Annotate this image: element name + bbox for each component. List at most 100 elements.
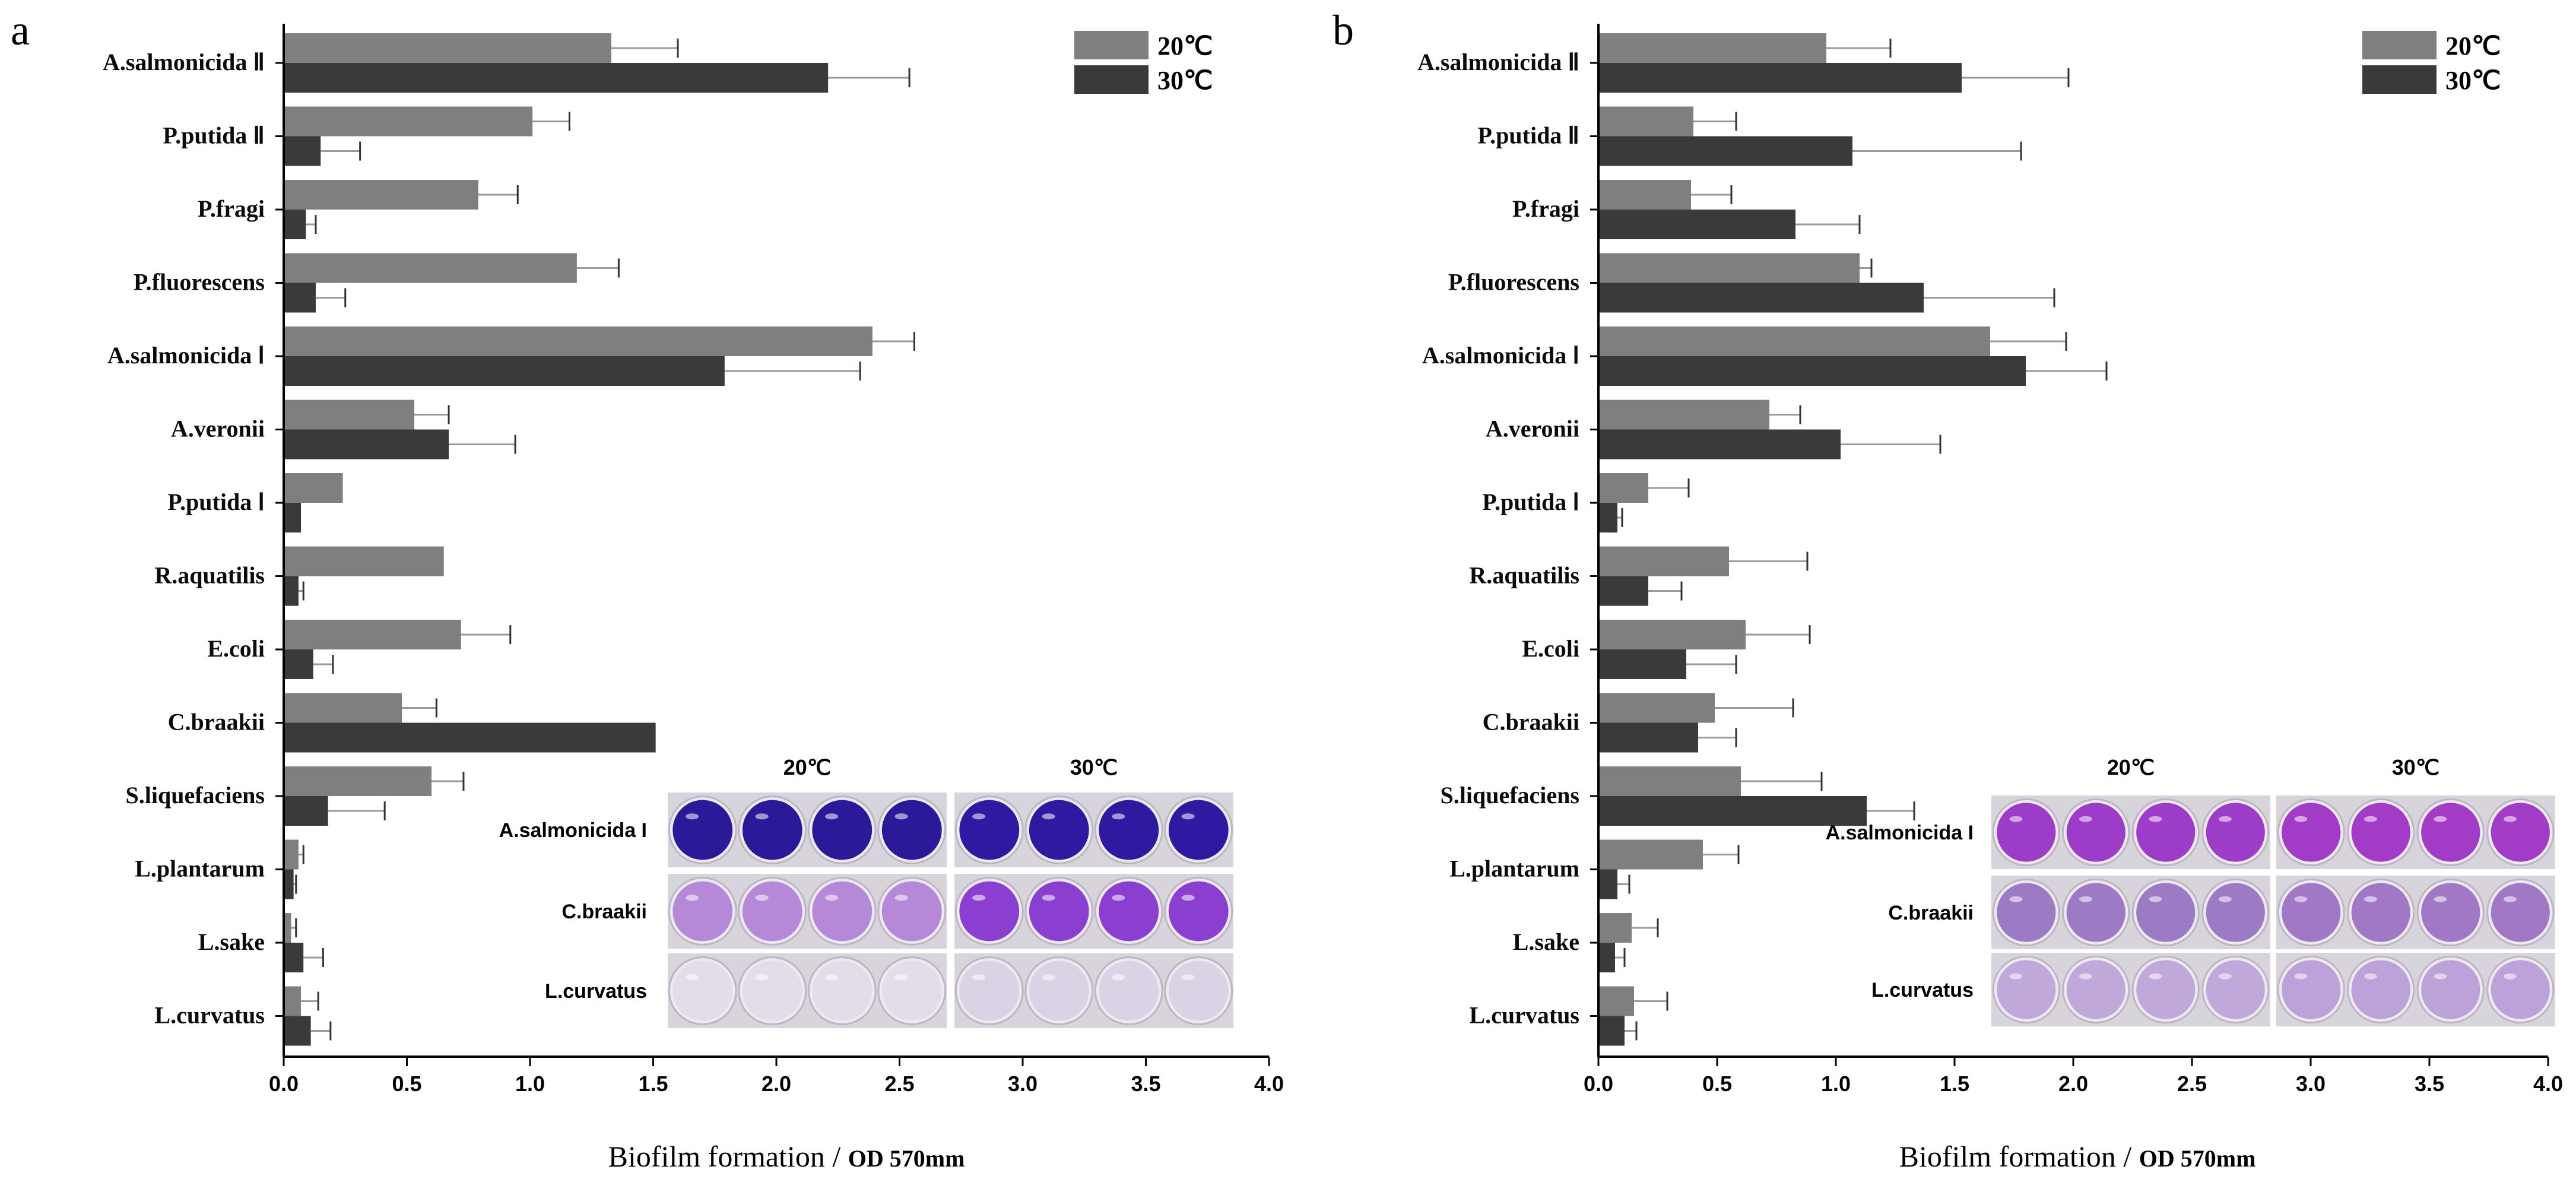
well-highlight bbox=[825, 813, 839, 820]
well-highlight bbox=[894, 813, 908, 820]
bar-a-5-1 bbox=[284, 429, 449, 459]
plate-photo-2-1 bbox=[2276, 953, 2555, 1026]
x-tick-label: 0.0 bbox=[269, 1072, 299, 1096]
well-highlight bbox=[894, 895, 908, 901]
category-label: E.coli bbox=[1522, 635, 1579, 662]
bar-b-4-1 bbox=[1598, 356, 2026, 386]
x-axis-label-unit: OD 570mm bbox=[848, 1145, 965, 1172]
well-highlight bbox=[2149, 973, 2162, 980]
plate-photo-1-1 bbox=[2276, 876, 2555, 949]
well-highlight bbox=[1112, 813, 1125, 820]
bar-b-2-0 bbox=[1598, 180, 1691, 210]
well bbox=[2136, 803, 2196, 862]
well bbox=[1029, 881, 1089, 942]
x-axis-label: Biofilm formation / OD 570mm bbox=[1899, 1140, 2256, 1173]
bar-a-3-1 bbox=[284, 283, 316, 313]
legend-label: 20℃ bbox=[2445, 31, 2501, 61]
bar-a-0-0 bbox=[284, 33, 611, 63]
x-tick-label: 4.0 bbox=[2533, 1072, 2563, 1096]
category-label: P.fragi bbox=[1512, 195, 1579, 222]
well-highlight bbox=[825, 895, 839, 901]
category-label: L.curvatus bbox=[154, 1002, 265, 1029]
well bbox=[812, 961, 873, 1021]
well bbox=[2282, 883, 2341, 942]
well-highlight bbox=[2218, 973, 2232, 980]
well-highlight bbox=[894, 974, 908, 981]
inset-row-label: L.curvatus bbox=[545, 980, 647, 1003]
well bbox=[2421, 803, 2480, 862]
well-highlight bbox=[2009, 896, 2023, 902]
well-highlight bbox=[2434, 816, 2447, 822]
chart-panel-a: a A.salmonicida Ⅱ P.putida Ⅱ P.fragi P.fluor… bbox=[11, 7, 1284, 1173]
legend-swatch-1 bbox=[2362, 65, 2437, 94]
bar-b-7-1 bbox=[1598, 576, 1648, 606]
well bbox=[1029, 800, 1089, 860]
well bbox=[1997, 803, 2056, 862]
x-axis-label-main: Biofilm formation bbox=[1899, 1140, 2116, 1173]
well bbox=[881, 961, 942, 1021]
bar-b-5-0 bbox=[1598, 400, 1769, 430]
well bbox=[2421, 960, 2480, 1019]
category-label: P.putida Ⅰ bbox=[1482, 489, 1579, 515]
well bbox=[2421, 883, 2480, 942]
bar-b-11-0 bbox=[1598, 839, 1703, 870]
category-label: A.salmonicida Ⅰ bbox=[107, 342, 265, 369]
category-label: C.braakii bbox=[1483, 709, 1579, 736]
well-highlight bbox=[1112, 974, 1125, 981]
bar-b-4-0 bbox=[1598, 327, 1990, 356]
x-tick-label: 3.0 bbox=[1008, 1072, 1038, 1096]
bar-b-11-1 bbox=[1598, 869, 1617, 899]
bar-a-2-1 bbox=[284, 210, 306, 239]
bar-b-1-1 bbox=[1598, 136, 1852, 166]
x-tick-label: 0.5 bbox=[1702, 1072, 1732, 1096]
bar-b-10-1 bbox=[1598, 796, 1867, 826]
category-label: R.aquatilis bbox=[154, 562, 265, 589]
well bbox=[1029, 961, 1089, 1021]
category-label: S.liquefaciens bbox=[126, 782, 265, 809]
x-axis-label-sep: / bbox=[2116, 1140, 2139, 1173]
bar-a-10-0 bbox=[284, 766, 432, 796]
category-label: A.salmonicida Ⅱ bbox=[1417, 49, 1579, 75]
category-label: P.fragi bbox=[198, 195, 265, 222]
well bbox=[1099, 961, 1159, 1021]
bar-a-5-0 bbox=[284, 400, 414, 430]
bar-b-6-1 bbox=[1598, 503, 1617, 532]
well bbox=[959, 800, 1020, 860]
plate-photo-1-0 bbox=[1991, 876, 2270, 949]
x-tick-label: 1.0 bbox=[1821, 1072, 1851, 1096]
well bbox=[2066, 960, 2125, 1019]
x-tick-label: 1.5 bbox=[1940, 1072, 1969, 1096]
well-highlight bbox=[2009, 973, 2023, 980]
well bbox=[1168, 961, 1229, 1021]
well-highlight bbox=[755, 813, 769, 820]
category-label: L.sake bbox=[198, 928, 265, 955]
well-highlight bbox=[2009, 816, 2023, 822]
category-label: P.fluorescens bbox=[134, 269, 265, 296]
well bbox=[2491, 960, 2550, 1019]
bar-b-5-1 bbox=[1598, 429, 1841, 459]
well bbox=[2206, 883, 2265, 942]
well bbox=[2351, 960, 2410, 1019]
bar-b-12-1 bbox=[1598, 943, 1615, 972]
well-highlight bbox=[2364, 896, 2377, 902]
bar-b-1-0 bbox=[1598, 106, 1693, 137]
well bbox=[1099, 800, 1159, 860]
well-highlight bbox=[2079, 816, 2092, 822]
x-tick-label: 2.0 bbox=[762, 1072, 791, 1096]
well-highlight bbox=[2503, 896, 2517, 902]
x-tick-label: 2.5 bbox=[2177, 1072, 2207, 1096]
category-label: L.plantarum bbox=[135, 855, 265, 882]
well bbox=[672, 881, 733, 942]
bar-a-0-1 bbox=[284, 63, 829, 93]
legend-label: 30℃ bbox=[2445, 66, 2501, 95]
bar-b-0-1 bbox=[1598, 63, 1962, 93]
bar-b-7-0 bbox=[1598, 546, 1729, 576]
well-highlight bbox=[2294, 973, 2308, 980]
x-axis-label-main: Biofilm formation bbox=[608, 1140, 825, 1173]
category-label: R.aquatilis bbox=[1469, 562, 1579, 589]
well-highlight bbox=[1112, 895, 1125, 901]
bar-a-6-0 bbox=[284, 473, 343, 503]
well bbox=[2351, 803, 2410, 862]
category-label: L.plantarum bbox=[1449, 855, 1579, 882]
